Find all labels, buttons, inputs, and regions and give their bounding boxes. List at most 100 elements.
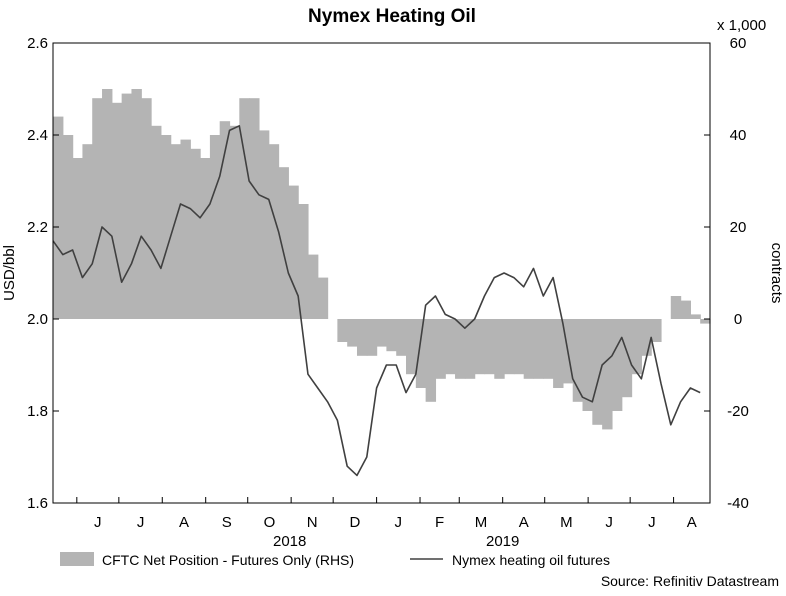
- x-month-label: S: [222, 514, 232, 531]
- right-axis: -40 -20 0 20 40 60: [704, 35, 749, 512]
- area-layer: [53, 89, 711, 430]
- x-month-label: J: [94, 514, 102, 531]
- area-bar: [415, 319, 427, 388]
- area-bar: [258, 130, 270, 319]
- x-month-label: A: [179, 514, 189, 531]
- area-bar: [680, 300, 691, 319]
- source-note: Source: Refinitiv Datastream: [601, 573, 779, 589]
- x-year-label: 2018: [273, 533, 306, 550]
- right-axis-unit-note: x 1,000: [717, 17, 766, 34]
- area-bar: [455, 319, 466, 379]
- area-bar: [317, 277, 329, 319]
- area-bar: [337, 319, 348, 342]
- area-bar: [278, 167, 289, 319]
- area-bar: [396, 319, 407, 356]
- left-axis: 1.6 1.8 2.0 2.2 2.4 2.6: [27, 35, 59, 512]
- area-bar: [72, 158, 84, 319]
- area-bar: [200, 158, 211, 319]
- area-bar: [582, 319, 593, 411]
- x-month-label: J: [648, 514, 656, 531]
- legend: CFTC Net Position - Futures Only (RHS) N…: [60, 552, 610, 568]
- x-month-label: F: [435, 514, 444, 531]
- legend-label-area: CFTC Net Position - Futures Only (RHS): [102, 552, 354, 568]
- left-tick-label: 2.4: [27, 127, 48, 144]
- left-tick-label: 2.0: [27, 311, 48, 328]
- area-bar: [611, 319, 623, 411]
- right-axis-label: contracts: [768, 243, 785, 304]
- x-year-label: 2019: [486, 533, 519, 550]
- x-axis: J J A S O N D J F M A M J J A 2018 2019: [76, 497, 697, 550]
- area-bar: [641, 319, 652, 356]
- area-bar: [494, 319, 505, 379]
- area-bar: [249, 98, 260, 319]
- area-bar: [209, 135, 221, 319]
- left-tick-label: 1.6: [27, 495, 48, 512]
- area-bar: [543, 319, 554, 379]
- area-bar: [621, 319, 633, 398]
- left-tick-label: 2.6: [27, 35, 48, 52]
- area-bar: [288, 185, 299, 319]
- x-month-label: D: [349, 514, 360, 531]
- x-month-label: J: [137, 514, 145, 531]
- area-bar: [690, 314, 701, 319]
- left-tick-label: 1.8: [27, 403, 48, 420]
- area-bar: [102, 89, 113, 319]
- area-bar: [53, 116, 64, 319]
- plot-frame: [52, 42, 711, 504]
- area-bar: [700, 319, 711, 324]
- legend-swatch-area: [60, 552, 94, 566]
- area-bar: [219, 121, 231, 319]
- area-bar: [406, 319, 417, 375]
- right-tick-label: 0: [734, 311, 742, 328]
- area-bar: [376, 319, 388, 347]
- area-bar: [445, 319, 456, 375]
- area-bar: [484, 319, 495, 375]
- area-bar: [356, 319, 368, 356]
- area-bar: [268, 144, 280, 319]
- area-bar: [131, 89, 142, 319]
- area-bar: [435, 319, 446, 379]
- area-bar: [631, 319, 642, 375]
- area-bar: [504, 319, 515, 375]
- area-bar: [151, 125, 162, 319]
- area-bar: [298, 204, 309, 319]
- area-bar: [82, 144, 93, 319]
- right-tick-label: 60: [730, 35, 747, 52]
- area-bar: [651, 319, 662, 342]
- x-month-label: J: [395, 514, 403, 531]
- x-month-label: A: [687, 514, 697, 531]
- x-month-label: M: [560, 514, 573, 531]
- area-bar: [347, 319, 358, 347]
- area-bar: [553, 319, 564, 388]
- area-bar: [572, 319, 584, 402]
- area-bar: [425, 319, 437, 402]
- area-bar: [386, 319, 397, 352]
- legend-label-line: Nymex heating oil futures: [452, 552, 610, 568]
- line-layer: [52, 125, 701, 477]
- area-bar: [92, 98, 103, 319]
- right-tick-label: 20: [730, 219, 747, 236]
- area-bar: [170, 144, 182, 319]
- right-tick-label: 40: [730, 127, 747, 144]
- area-bar: [307, 254, 319, 319]
- left-tick-label: 2.2: [27, 219, 48, 236]
- area-bar: [523, 319, 535, 379]
- area-bar: [121, 93, 133, 319]
- right-tick-label: -20: [727, 403, 749, 420]
- area-bar: [513, 319, 525, 375]
- area-bar: [160, 135, 172, 319]
- area-bar: [464, 319, 476, 379]
- area-bar: [239, 98, 250, 319]
- area-bar: [62, 135, 74, 319]
- right-tick-label: -40: [727, 495, 749, 512]
- area-bar: [602, 319, 613, 430]
- left-axis-label: USD/bbl: [1, 245, 18, 301]
- area-bar: [670, 296, 682, 319]
- area-bar: [180, 139, 191, 319]
- area-bar: [229, 125, 240, 319]
- x-month-label: J: [605, 514, 613, 531]
- area-bar: [366, 319, 378, 356]
- x-month-label: A: [519, 514, 529, 531]
- area-bar: [533, 319, 544, 379]
